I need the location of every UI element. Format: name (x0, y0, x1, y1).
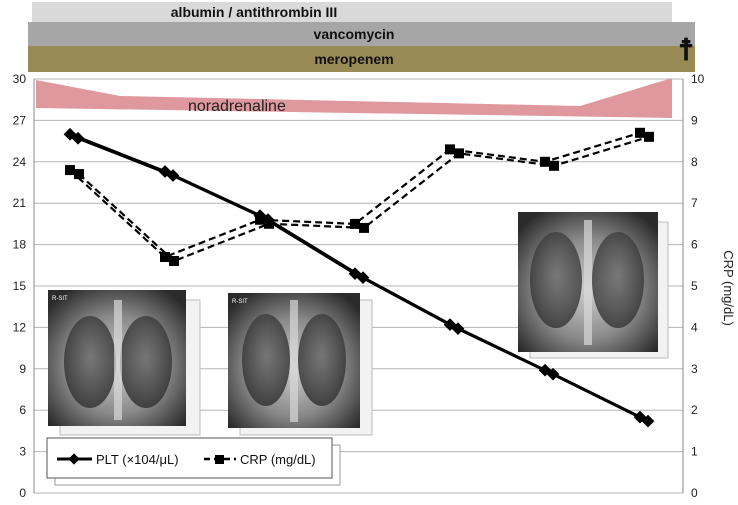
chest-xray-2-spine (290, 300, 298, 422)
right-tick-label: 10 (691, 72, 705, 86)
right-axis-ticks: 0 1 2 3 4 5 6 7 8 9 10 (691, 72, 705, 500)
right-tick-label: 4 (691, 320, 698, 334)
left-tick-label: 27 (13, 113, 27, 127)
chest-xray-3 (518, 212, 669, 359)
right-tick-label: 0 (691, 486, 698, 500)
albumin-label: albumin / antithrombin III (171, 4, 337, 20)
right-tick-label: 1 (691, 445, 698, 459)
chest-xray-3-spine (584, 220, 592, 345)
crp-point (454, 148, 464, 159)
meropenem-bar-fill (28, 46, 695, 72)
right-tick-label: 8 (691, 155, 698, 169)
crp-point (635, 127, 645, 138)
crp-point (255, 214, 265, 225)
vancomycin-bar: vancomycin (28, 22, 695, 46)
legend: PLT (×104/μL) CRP (mg/dL) (46, 437, 341, 486)
meropenem-bar: meropenem (28, 46, 695, 72)
plt-point (451, 322, 465, 336)
plt-point (71, 131, 85, 145)
right-tick-label: 9 (691, 113, 698, 127)
crp-point (264, 218, 274, 229)
left-tick-label: 21 (13, 196, 27, 210)
right-axis-label: CRP (mg/dL) (721, 250, 736, 326)
legend-crp-label: CRP (mg/dL) (240, 452, 316, 467)
chest-xray-3-lung-right (530, 232, 582, 328)
meropenem-label: meropenem (314, 51, 393, 67)
crp-point (65, 165, 75, 176)
chest-xray-3-lung-left (592, 232, 644, 328)
left-tick-label: 3 (19, 445, 26, 459)
right-tick-label: 3 (691, 362, 698, 376)
vancomycin-label: vancomycin (314, 26, 395, 42)
left-tick-label: 30 (13, 72, 27, 86)
chest-xray-2-lung-right (242, 314, 290, 406)
chest-xray-1-lung-left (120, 316, 172, 408)
crp-series (65, 127, 654, 267)
chest-xray-1-spine (114, 300, 122, 420)
treatment-bars: albumin / antithrombin III vancomycin me… (28, 2, 695, 118)
plt-point (356, 271, 370, 284)
chest-xray-2-lung-left (298, 314, 346, 406)
legend-crp-marker (215, 455, 224, 464)
left-axis-ticks: 0 3 6 9 12 15 18 21 24 27 30 (13, 72, 27, 500)
plt-point (166, 169, 180, 182)
left-tick-label: 24 (13, 155, 27, 169)
vancomycin-bar-fill (28, 22, 695, 46)
left-tick-label: 15 (13, 279, 27, 293)
chest-xray-1-tag: R-SIT (52, 296, 68, 302)
death-cross-icon: ☨ (678, 34, 694, 67)
crp-point (160, 252, 170, 263)
noradrenaline-wedge (36, 78, 672, 118)
chest-xray-1-lung-right (64, 316, 116, 408)
right-tick-label: 5 (691, 279, 698, 293)
legend-box (46, 437, 333, 479)
left-tick-label: 6 (19, 403, 26, 417)
right-tick-label: 7 (691, 196, 698, 210)
crp-point (549, 160, 559, 171)
chest-xray-2: R-SIT (228, 293, 373, 436)
left-tick-label: 0 (19, 486, 26, 500)
chest-xray-2-tag: R-SIT (232, 299, 248, 305)
chest-xray-1: R-SIT (48, 290, 201, 436)
albumin-bar: albumin / antithrombin III (32, 2, 672, 22)
right-tick-label: 6 (691, 238, 698, 252)
crp-point (169, 256, 179, 267)
right-tick-label: 2 (691, 403, 698, 417)
left-tick-label: 9 (19, 362, 26, 376)
crp-point (74, 169, 84, 180)
crp-point (350, 218, 360, 229)
crp-point (359, 222, 369, 233)
left-tick-label: 18 (13, 238, 27, 252)
albumin-bar-fill (32, 2, 672, 22)
crp-point (644, 131, 654, 142)
legend-plt-label: PLT (×104/μL) (96, 452, 179, 467)
left-tick-label: 12 (13, 320, 27, 334)
plt-series (63, 127, 655, 428)
crp-point (540, 156, 550, 167)
noradrenaline-bar: noradrenaline (36, 78, 672, 118)
noradrenaline-label: noradrenaline (188, 98, 286, 115)
crp-point (445, 144, 455, 155)
